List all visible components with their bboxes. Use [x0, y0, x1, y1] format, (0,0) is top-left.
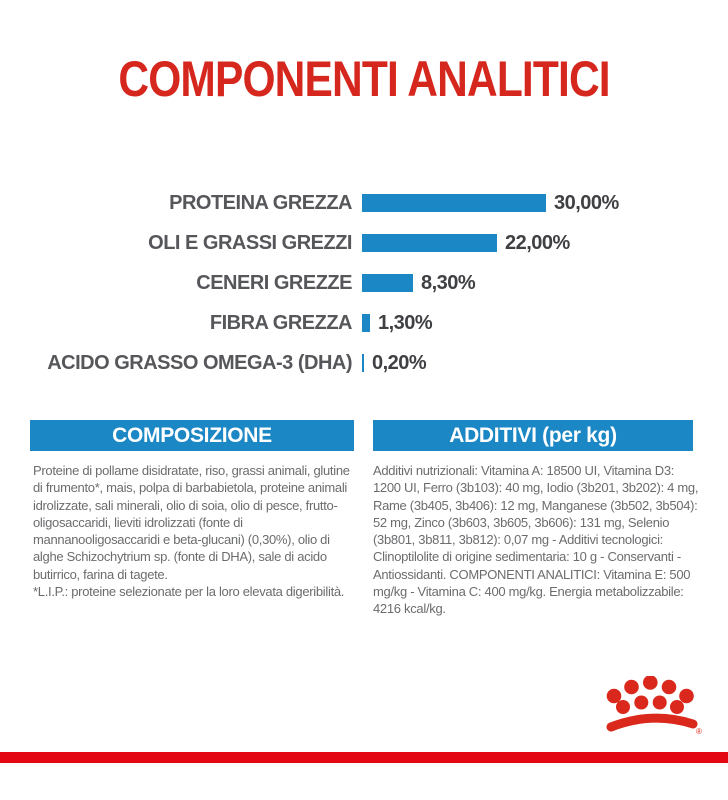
chart-row: PROTEINA GREZZA 30,00%	[0, 192, 728, 214]
composizione-header: COMPOSIZIONE	[30, 420, 354, 451]
bar-label: CENERI GREZZE	[196, 271, 352, 294]
chart-row: OLI E GRASSI GREZZI 22,00%	[0, 232, 728, 254]
crown-swoosh	[606, 713, 698, 732]
page-title: COMPONENTI ANALITICI	[0, 50, 728, 108]
additivi-header-label: ADDITIVI (per kg)	[449, 423, 617, 447]
crown-dots	[606, 676, 694, 714]
bar-value: 1,30%	[378, 311, 433, 334]
bar-value: 8,30%	[421, 271, 476, 294]
composizione-body: Proteine di pollame disidratate, riso, g…	[33, 462, 355, 600]
bar	[362, 274, 413, 292]
chart-row: ACIDO GRASSO OMEGA-3 (DHA) 0,20%	[0, 352, 728, 374]
composizione-footnote: *L.I.P.: proteine selezionate per la lor…	[33, 584, 345, 600]
bar	[362, 354, 364, 372]
chart-row: FIBRA GREZZA 1,30%	[0, 312, 728, 334]
additivi-text: Additivi nutrizionali: Vitamina A: 18500…	[373, 463, 699, 617]
composizione-header-label: COMPOSIZIONE	[112, 423, 272, 447]
bar	[362, 314, 370, 332]
registered-trademark-icon: ®	[696, 727, 702, 736]
bar-value: 22,00%	[505, 231, 570, 254]
page-title-text: COMPONENTI ANALITICI	[118, 51, 610, 107]
bar-label: PROTEINA GREZZA	[169, 191, 352, 214]
analytic-bar-chart: PROTEINA GREZZA 30,00% OLI E GRASSI GREZZI…	[0, 192, 728, 392]
bar-label: ACIDO GRASSO OMEGA-3 (DHA)	[47, 351, 352, 374]
bottom-red-strip	[0, 752, 728, 763]
royal-canin-crown-logo: ®	[606, 676, 702, 736]
bar	[362, 194, 546, 212]
bar	[362, 234, 497, 252]
bar-label: FIBRA GREZZA	[209, 311, 353, 334]
additivi-header: ADDITIVI (per kg)	[373, 420, 693, 451]
additivi-body: Additivi nutrizionali: Vitamina A: 18500…	[373, 462, 705, 618]
composizione-text: Proteine di pollame disidratate, riso, g…	[33, 463, 350, 582]
bar-value: 30,00%	[554, 191, 619, 214]
bar-label: OLI E GRASSI GREZZI	[148, 231, 352, 254]
bar-value: 0,20%	[372, 351, 427, 374]
chart-row: CENERI GREZZE 8,30%	[0, 272, 728, 294]
